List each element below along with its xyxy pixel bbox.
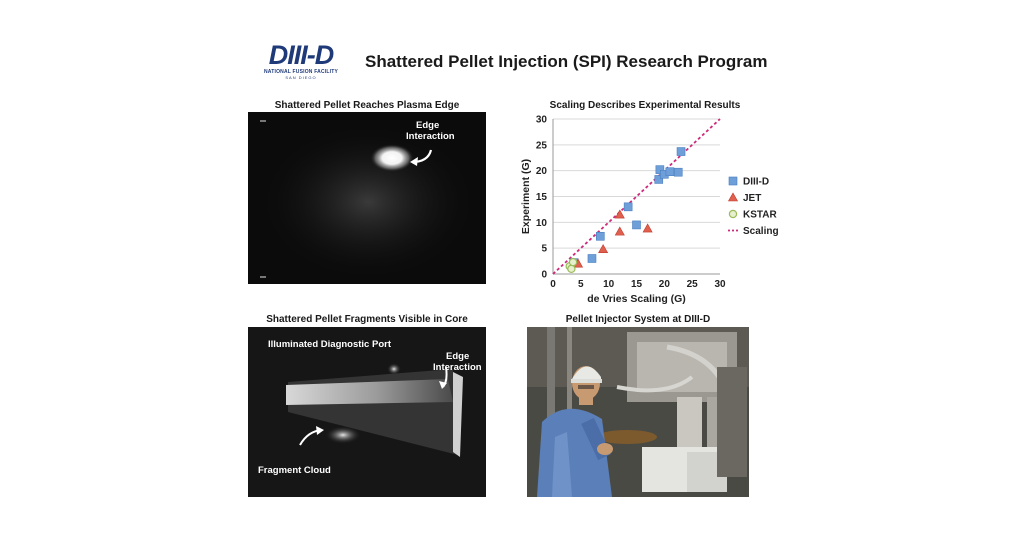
core-fragments-title: Shattered Pellet Fragments Visible in Co… bbox=[266, 314, 468, 325]
jet-point bbox=[642, 223, 653, 233]
x-axis-label: de Vries Scaling (G) bbox=[587, 293, 686, 305]
x-tick-label: 10 bbox=[603, 279, 615, 290]
core-fragments-photo: Illuminated Diagnostic Port Edge Interac… bbox=[248, 327, 486, 497]
x-tick-label: 20 bbox=[659, 279, 671, 290]
legend-kstar-swatch bbox=[728, 209, 738, 219]
injector-system-photo bbox=[527, 327, 749, 497]
plasma-edge-photo: Edge Interaction bbox=[248, 112, 486, 284]
jet-point bbox=[598, 244, 609, 253]
jet-point bbox=[614, 209, 625, 219]
x-tick-label: 0 bbox=[550, 279, 556, 290]
diii-d-point bbox=[665, 167, 675, 177]
plasma-edge-title: Shattered Pellet Reaches Plasma Edge bbox=[274, 100, 460, 111]
injector-title: Pellet Injector System at DIII-D bbox=[565, 314, 711, 325]
diagnostic-port-label: Illuminated Diagnostic Port bbox=[268, 339, 391, 350]
diii-d-point bbox=[596, 231, 605, 241]
diii-d-point bbox=[654, 175, 664, 184]
edge-label-line2: Interaction bbox=[406, 131, 455, 142]
x-tick-label: 5 bbox=[578, 279, 584, 290]
core-edge-label-line1: Edge bbox=[446, 351, 470, 362]
legend-diii-d-label: DIII-D bbox=[743, 177, 769, 188]
diii-d-point bbox=[623, 202, 633, 212]
x-tick-label: 15 bbox=[631, 279, 643, 290]
scaling-title: Scaling Describes Experimental Results bbox=[549, 100, 741, 111]
diii-d-point bbox=[673, 167, 683, 177]
x-tick-label: 25 bbox=[687, 279, 699, 290]
y-tick-label: 15 bbox=[536, 192, 548, 203]
y-tick-label: 10 bbox=[536, 218, 548, 229]
page-title: Shattered Pellet Injection (SPI) Researc… bbox=[365, 52, 768, 71]
y-tick-label: 5 bbox=[541, 244, 547, 255]
legend-kstar-label: KSTAR bbox=[743, 210, 777, 221]
edge-label-line1: Edge bbox=[416, 120, 440, 131]
kstar-point bbox=[567, 264, 576, 274]
x-tick-label: 30 bbox=[714, 279, 726, 290]
y-tick-label: 25 bbox=[536, 140, 548, 151]
jet-point bbox=[614, 226, 625, 236]
logo-line1: NATIONAL FUSION FACILITY bbox=[263, 69, 339, 75]
scaling-line bbox=[552, 118, 721, 275]
legend-scaling-label: Scaling bbox=[743, 226, 779, 237]
logo-name: DIII-D bbox=[268, 40, 335, 70]
diii-d-point bbox=[587, 254, 597, 263]
legend-jet-label: JET bbox=[743, 193, 761, 204]
logo-line2: SAN DIEGO bbox=[285, 75, 317, 80]
diii-d-point bbox=[632, 220, 641, 230]
diii-d-logo: DIII-D NATIONAL FUSION FACILITY SAN DIEG… bbox=[258, 40, 344, 84]
legend-diii-d-swatch bbox=[728, 176, 738, 186]
y-axis-label: Experiment (G) bbox=[520, 159, 532, 234]
core-edge-label-line2: Interaction bbox=[433, 362, 482, 373]
kstar-point bbox=[568, 257, 578, 267]
y-tick-label: 30 bbox=[536, 115, 548, 126]
diii-d-point bbox=[676, 147, 686, 156]
diii-d-point bbox=[655, 165, 665, 174]
y-tick-label: 0 bbox=[541, 270, 547, 281]
legend-jet-swatch bbox=[727, 192, 739, 202]
scaling-chart: 0 5 10 15 20 25 30 0 5 10 15 20 25 30 de Vries Scaling… bbox=[520, 115, 779, 306]
y-tick-label: 20 bbox=[536, 166, 548, 177]
fragment-cloud-label: Fragment Cloud bbox=[258, 465, 331, 476]
